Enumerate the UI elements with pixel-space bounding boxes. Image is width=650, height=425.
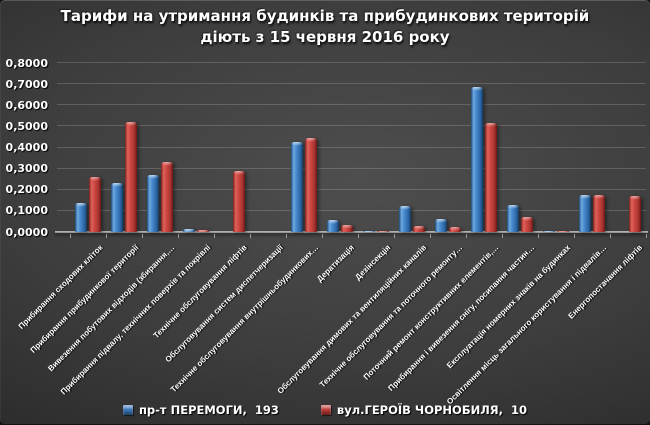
- bar-red: [521, 217, 533, 232]
- bar-red: [629, 196, 641, 232]
- legend-label-heroiv-chornobylia: вул.ГЕРОЇВ ЧОРНОБИЛЯ, 10: [336, 403, 527, 417]
- bar-red: [161, 161, 173, 232]
- bar-red: [557, 230, 569, 232]
- x-axis-tick: [646, 234, 647, 238]
- x-axis-tick: [214, 234, 215, 238]
- chart-title-line2: діють з 15 червня 2016 року: [200, 28, 450, 46]
- legend-marker-red: [320, 405, 331, 415]
- x-axis-category-label: Поточний ремонт конструктивних елементів…: [361, 243, 501, 382]
- bar-blue: [399, 205, 411, 232]
- x-axis-category-label: Дезінсекція: [353, 243, 393, 282]
- plot-area: [55, 53, 648, 238]
- x-axis-tick: [178, 234, 179, 238]
- bar-blue: [183, 229, 195, 232]
- chart-title: Тарифи на утримання будинків та прибудин…: [0, 6, 650, 48]
- x-axis-tick: [430, 234, 431, 238]
- y-axis-tick-label: 0,3000: [5, 162, 48, 176]
- bar-blue: [111, 183, 123, 232]
- bar-red: [593, 195, 605, 232]
- bar-blue: [579, 195, 591, 232]
- gridline: [57, 188, 646, 190]
- x-axis-tick: [574, 234, 575, 238]
- bar-red: [305, 138, 317, 232]
- y-axis-tick-label: 0,1000: [5, 204, 48, 218]
- y-axis-tick-label: 0,5000: [5, 119, 48, 133]
- legend-label-peremohy: пр-т ПЕРЕМОГИ, 193: [138, 403, 279, 417]
- gridline: [57, 146, 646, 148]
- y-axis-tick-label: 0,8000: [5, 56, 48, 70]
- bar-red: [341, 225, 353, 232]
- x-axis-tick: [322, 234, 323, 238]
- bar-blue: [327, 220, 339, 232]
- x-axis-tick: [286, 234, 287, 238]
- x-axis-category-label: Дератизація: [315, 243, 357, 284]
- gridline: [57, 104, 646, 106]
- bar-blue: [507, 204, 519, 232]
- x-axis-labels: Прибирання сходових кліток Прибирання при…: [16, 239, 646, 406]
- x-axis-tick: [358, 234, 359, 238]
- checkmark-icon: [467, 53, 502, 87]
- bar-blue: [543, 230, 555, 232]
- bar-red: [377, 230, 389, 232]
- gridline: [57, 83, 646, 85]
- x-axis-category-label: Вивезення побутових відходів (збирання,…: [46, 243, 177, 374]
- x-axis-tick: [466, 234, 467, 238]
- legend-marker-blue: [122, 405, 133, 415]
- y-axis-tick-label: 0,2000: [5, 183, 48, 197]
- gridline: [57, 167, 646, 169]
- y-axis-tick-label: 0,0000: [5, 225, 48, 239]
- bar-red: [89, 177, 101, 232]
- x-axis-tick: [502, 234, 503, 238]
- y-axis-tick-label: 0,6000: [5, 98, 48, 112]
- y-axis-tick-label: 0,7000: [5, 77, 48, 91]
- bar-blue: [147, 174, 159, 232]
- bar-red: [449, 226, 461, 232]
- legend: пр-т ПЕРЕМОГИ, 193 вул.ГЕРОЇВ ЧОРНОБИЛЯ,…: [0, 403, 650, 417]
- x-axis-tick: [394, 234, 395, 238]
- x-axis-tick: [142, 234, 143, 238]
- x-axis-line: [55, 231, 648, 233]
- bar-red: [413, 225, 425, 232]
- bar-blue: [75, 203, 87, 232]
- bar-red: [485, 123, 497, 232]
- x-axis-tick: [538, 234, 539, 238]
- x-axis-tick: [70, 234, 71, 238]
- x-axis-category-label: Експлуатація номерних знаків на будинках: [445, 243, 573, 371]
- y-axis-labels: 0,0000 0,1000 0,2000 0,3000 0,4000 0,5000 0,60…: [0, 57, 50, 239]
- legend-item-peremohy: пр-т ПЕРЕМОГИ, 193: [122, 403, 279, 417]
- x-axis-tick: [610, 234, 611, 238]
- gridline: [57, 125, 646, 127]
- gridline: [57, 209, 646, 211]
- bar-blue: [291, 142, 303, 232]
- bar-blue: [435, 219, 447, 232]
- bar-red: [125, 122, 137, 232]
- gridline: [57, 62, 646, 63]
- x-axis-tick: [250, 234, 251, 238]
- checkmark-icon: [287, 104, 322, 138]
- x-axis-tick: [106, 234, 107, 238]
- bar-blue: [363, 230, 375, 232]
- bar-red: [197, 229, 209, 232]
- x-axis-category-label: Енергопостачання ліфтів: [566, 243, 645, 321]
- legend-item-heroiv-chornobylia: вул.ГЕРОЇВ ЧОРНОБИЛЯ, 10: [320, 403, 527, 417]
- bar-blue: [471, 86, 483, 232]
- y-axis-tick-label: 0,4000: [5, 141, 48, 154]
- bar-red: [233, 170, 245, 232]
- chart-title-line1: Тарифи на утримання будинків та прибудин…: [60, 7, 590, 25]
